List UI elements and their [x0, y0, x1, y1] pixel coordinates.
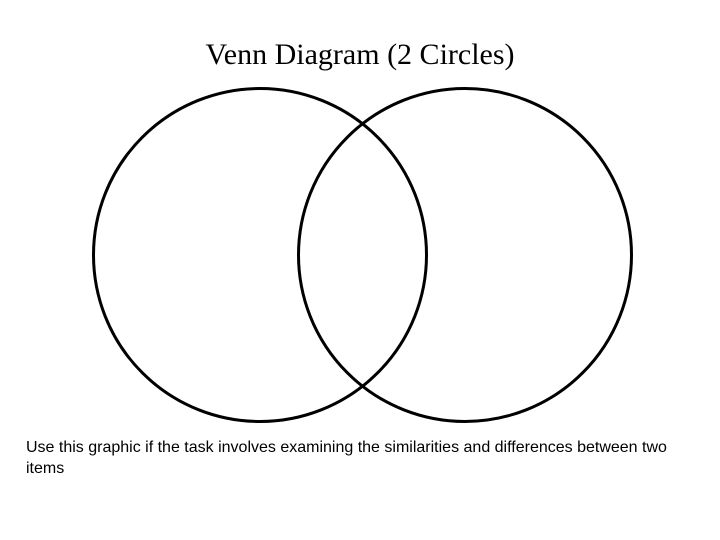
page-title: Venn Diagram (2 Circles) [0, 38, 720, 72]
venn-diagram [90, 80, 630, 440]
caption-text: Use this graphic if the task involves ex… [26, 438, 694, 480]
venn-circle-right [297, 87, 633, 423]
